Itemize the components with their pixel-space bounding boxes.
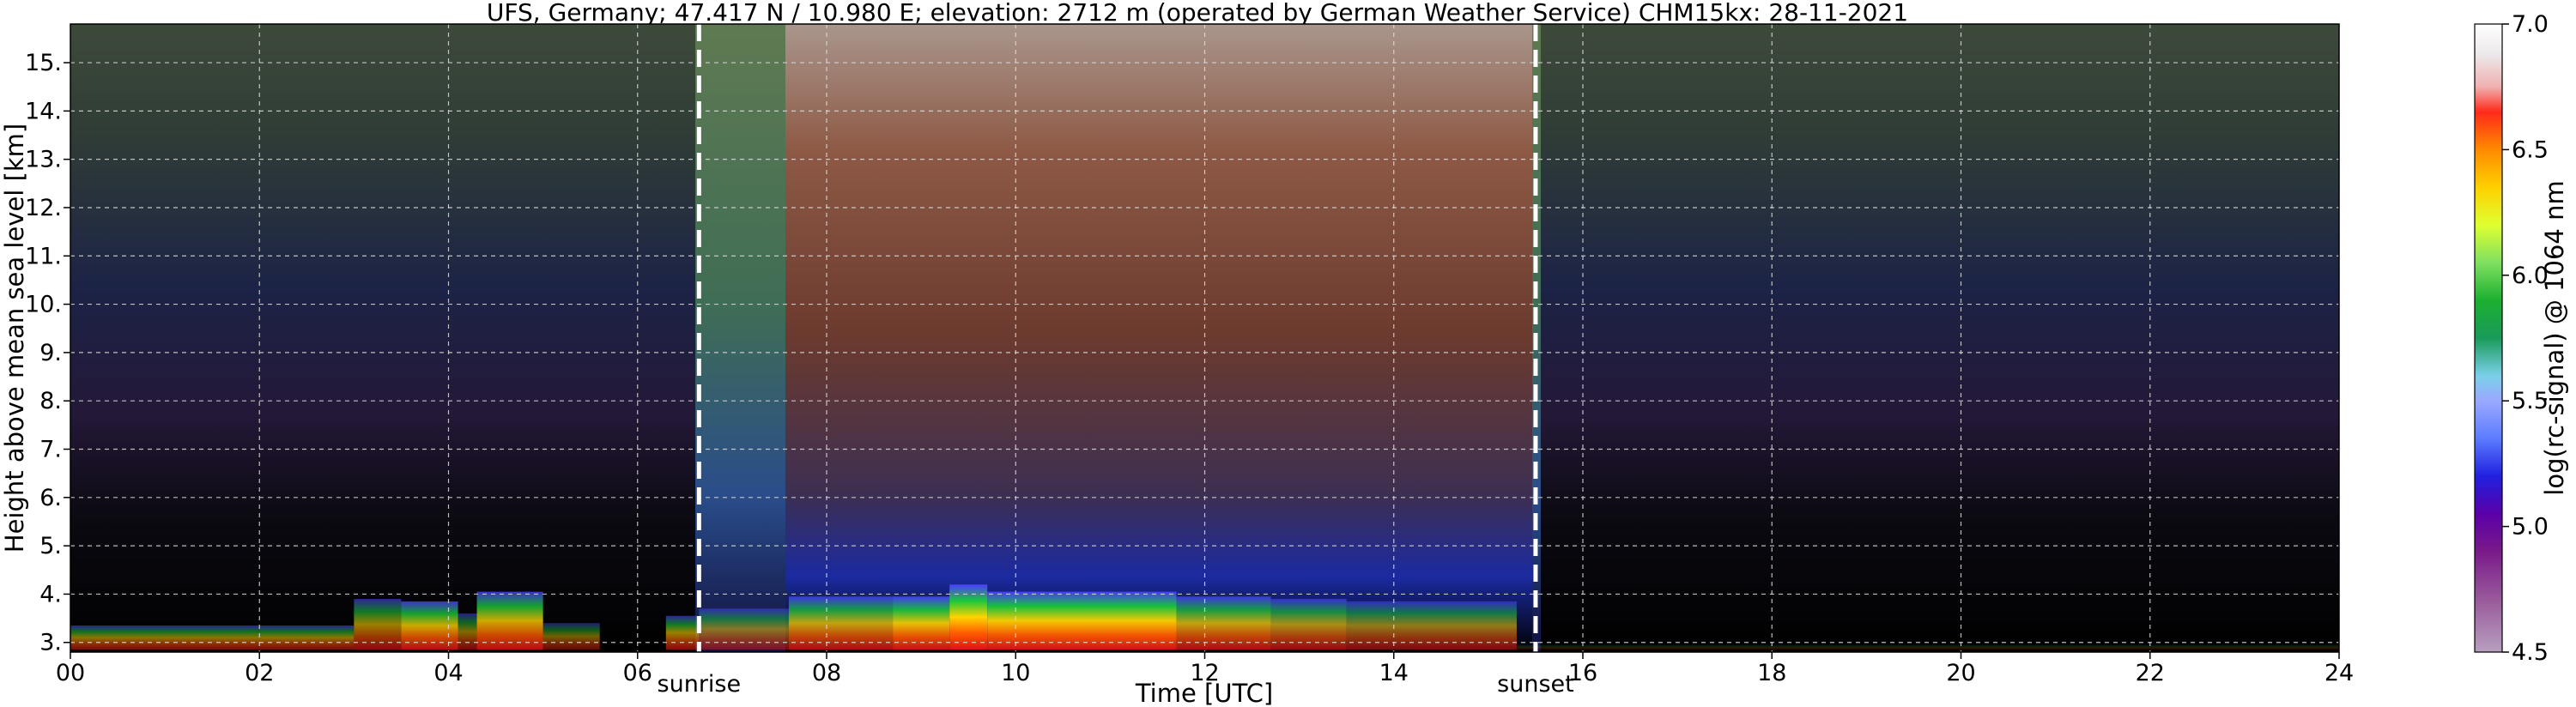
x-tick-label: 10 [1001,660,1030,686]
x-tick-label: 04 [433,660,463,686]
cloud-segment [1346,601,1517,650]
y-axis-label: Height above mean sea level [km] [0,124,29,553]
y-tick-label: 6. [39,485,62,511]
colorbar-tick-label: 5.0 [2512,514,2549,541]
colorbar-tick-label: 6.5 [2512,136,2549,163]
x-axis-label: Time [UTC] [1135,679,1273,707]
x-tick-label: 16 [1568,660,1597,686]
sunrise-label: sunrise [658,671,742,698]
cloud-segment [458,613,477,650]
day-background [785,24,1541,652]
y-tick-label: 11. [25,243,62,269]
colorbar-tick-label: 4.5 [2512,639,2549,666]
colorbar-gradient [2474,23,2503,653]
y-tick-label: 15. [25,50,62,76]
grid-lines [70,24,2339,652]
cloud-segment [893,596,950,650]
cloud-segment [987,591,1177,650]
y-tick-label: 12. [25,195,62,221]
y-tick-label: 5. [39,533,62,559]
cloud-segment [542,623,600,650]
y-tick-label: 7. [39,437,62,463]
x-axis: 00 02 04 06 08 10 12 14 16 18 20 22 24 [56,652,2354,686]
night-background-right [1541,24,2339,652]
y-tick-label: 13. [25,147,62,173]
sunset-label: sunset [1497,671,1574,698]
x-tick-label: 12 [1190,660,1219,686]
x-tick-label: 18 [1757,660,1786,686]
sun-annotations: sunrise sunset [658,671,1574,698]
y-tick-label: 3. [39,630,62,656]
cloud-segment [1270,599,1347,650]
colorbar-ticks: 4.5 5.0 5.5 6.0 6.5 7.0 [2502,11,2549,666]
cloud-segment [476,591,543,650]
colorbar: 4.5 5.0 5.5 6.0 6.5 7.0 log(rc-signal) @ 1064… [2474,11,2569,666]
y-tick-label: 8. [39,388,62,414]
colorbar-tick-label: 7.0 [2512,11,2549,38]
dawn-background [695,24,790,652]
colorbar-label: log(rc-signal) @ 1064 nm [2540,180,2569,495]
colorbar-tick-label: 6.0 [2512,263,2549,289]
x-tick-label: 00 [56,660,85,686]
cloud-segment [949,584,988,650]
cloud-segment [1176,596,1271,650]
y-tick-label: 10. [25,292,62,318]
x-tick-label: 24 [2324,660,2354,686]
cloud-segment [354,599,402,650]
sun-lines [696,24,1538,652]
x-tick-label: 22 [2136,660,2165,686]
x-tick-label: 06 [623,660,652,686]
cloud-layer [70,584,2339,650]
x-tick-label: 08 [812,660,841,686]
cloud-segment [665,615,700,650]
y-tick-label: 4. [39,581,62,607]
cloud-segment [788,596,894,650]
y-axis: 3. 4. 5. 6. 7. 8. 9. 10. 11. 12. 13. 14. 15. [25,50,70,656]
cloud-segment [699,608,789,650]
chart-title: UFS, Germany; 47.417 N / 10.980 E; eleva… [487,0,1908,27]
plot-area [70,23,2340,653]
x-tick-label: 14 [1379,660,1409,686]
y-tick-label: 9. [39,340,62,366]
x-tick-label: 02 [245,660,274,686]
x-tick-label: 20 [1946,660,1975,686]
night-background-left [70,24,701,652]
colorbar-tick-label: 5.5 [2512,388,2549,414]
cloud-segment [1516,644,2339,650]
y-tick-label: 14. [25,98,62,124]
cloud-segment [70,625,355,650]
